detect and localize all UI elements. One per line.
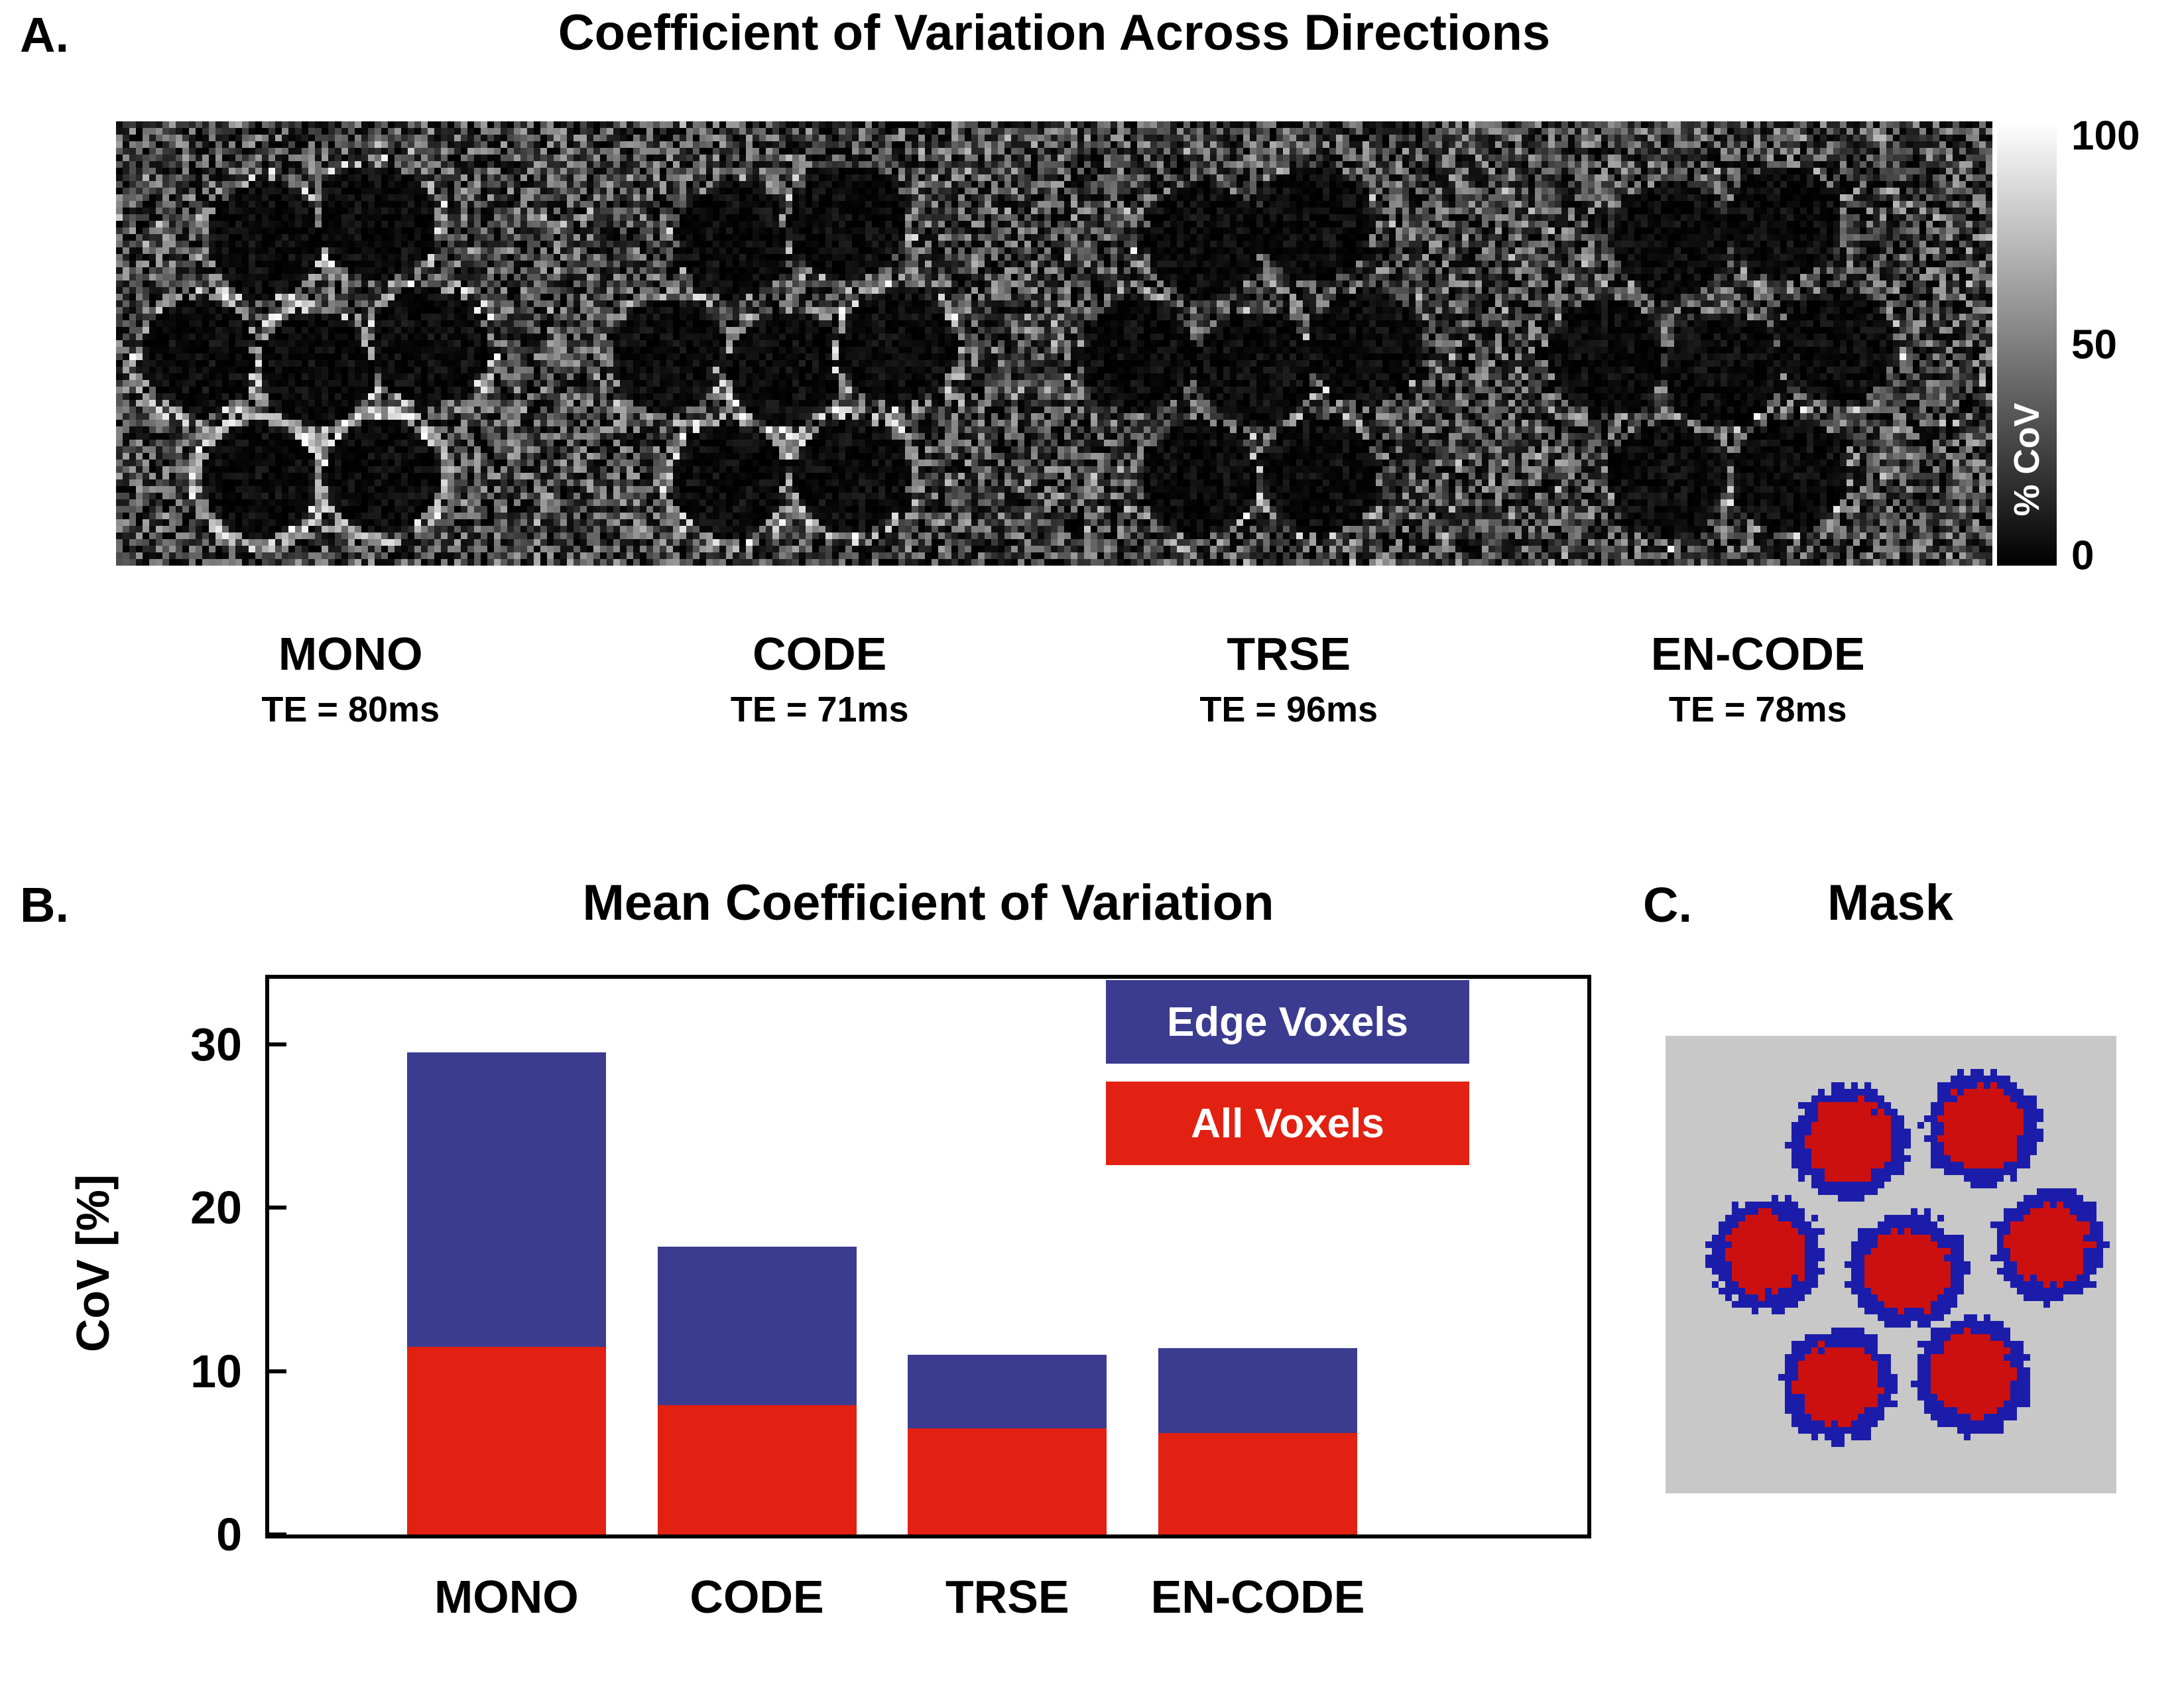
y-tick-mark xyxy=(269,1532,286,1536)
cov-map-image xyxy=(116,121,1992,566)
sequence-name: EN-CODE xyxy=(1650,628,1865,680)
sequence-labels: MONO TE = 80ms CODE TE = 71ms TRSE TE = … xyxy=(116,629,1992,730)
legend-all-voxels: All Voxels xyxy=(1106,1082,1469,1165)
colorbar: % CoV xyxy=(1997,121,2057,566)
sequence-name: TRSE xyxy=(1227,628,1351,680)
x-category-label: MONO xyxy=(434,1571,579,1623)
y-tick-mark xyxy=(269,1042,286,1046)
colorbar-tick-0: 0 xyxy=(2071,532,2094,579)
x-category-label: CODE xyxy=(690,1571,824,1623)
sequence-trse: TRSE TE = 96ms xyxy=(1054,629,1524,730)
sequence-te: TE = 78ms xyxy=(1668,690,1847,729)
colorbar-tick-100: 100 xyxy=(2071,113,2140,159)
colorbar-label: % CoV xyxy=(2007,403,2047,517)
sequence-te: TE = 80ms xyxy=(261,690,440,729)
x-category-label: EN-CODE xyxy=(1150,1571,1365,1623)
sequence-te: TE = 96ms xyxy=(1199,690,1378,729)
y-tick-mark xyxy=(269,1369,286,1373)
colorbar-tick-50: 50 xyxy=(2071,322,2117,368)
y-tick-label: 30 xyxy=(190,1018,242,1070)
mask-image xyxy=(1666,1036,2116,1493)
y-tick-label: 0 xyxy=(216,1509,242,1560)
mask-canvas xyxy=(1666,1036,2116,1493)
panel-b-title: Mean Coefficient of Variation xyxy=(582,875,1274,931)
bar-all-voxels-trse xyxy=(908,1428,1107,1534)
y-tick-mark xyxy=(269,1206,286,1210)
bar-all-voxels-en-code xyxy=(1158,1433,1357,1534)
sequence-te: TE = 71ms xyxy=(730,690,909,729)
sequence-name: CODE xyxy=(753,628,887,680)
legend-edge-voxels: Edge Voxels xyxy=(1106,980,1469,1064)
sequence-name: MONO xyxy=(278,628,423,680)
panel-c-label: C. xyxy=(1643,877,1692,932)
sequence-en-code: EN-CODE TE = 78ms xyxy=(1524,629,1993,730)
panel-b-label: B. xyxy=(20,877,69,932)
bar-all-voxels-code xyxy=(657,1405,857,1534)
x-category-label: TRSE xyxy=(945,1571,1069,1623)
panel-a-label: A. xyxy=(20,7,69,62)
y-tick-label: 20 xyxy=(190,1182,242,1234)
bar-chart-plot: Edge Voxels All Voxels xyxy=(265,975,1591,1538)
y-tick-label: 10 xyxy=(190,1345,242,1397)
panel-a-title: Coefficient of Variation Across Directio… xyxy=(558,5,1551,61)
panel-c-title: Mask xyxy=(1827,875,1954,931)
cov-map-canvas xyxy=(116,121,1992,566)
sequence-code: CODE TE = 71ms xyxy=(585,629,1055,730)
bar-all-voxels-mono xyxy=(406,1346,606,1534)
sequence-mono: MONO TE = 80ms xyxy=(116,629,585,730)
